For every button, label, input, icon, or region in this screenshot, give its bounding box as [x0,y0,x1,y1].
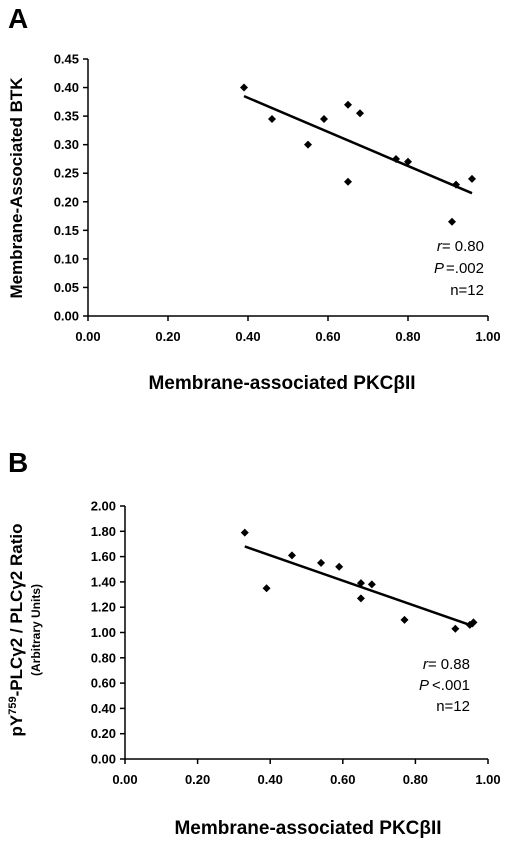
panel-b-r-label: r [423,656,429,673]
x-tick-label: 1.00 [475,329,500,344]
y-tick-label: 0.60 [91,676,116,691]
y-tick-label: 0.10 [54,251,79,266]
x-tick-label: 0.40 [258,772,283,787]
data-point [287,551,296,560]
panel-b-points [240,528,478,633]
panel-a-x-ticks: 0.00 0.20 0.40 0.60 0.80 1.00 [75,316,501,344]
panel-b-r-value: = 0.88 [428,656,470,673]
x-tick-label: 0.20 [155,329,180,344]
x-tick-label: 0.00 [112,772,137,787]
y-tick-label: 1.60 [91,549,116,564]
x-tick-label: 0.80 [395,329,420,344]
y-tick-label: 0.30 [54,137,79,152]
y-tick-label: 0.20 [91,726,116,741]
panel-a-letter: A [8,3,28,34]
x-tick-label: 0.60 [315,329,340,344]
x-tick-label: 0.00 [75,329,100,344]
y-tick-label: 0.45 [54,52,79,67]
x-tick-label: 0.20 [185,772,210,787]
y-tick-label: 1.20 [91,600,116,615]
panel-a-y-ticks: 0.00 0.05 0.10 0.15 0.20 0.25 0.30 0.35 0.40 0.45 [54,52,88,324]
y-tick-label: 0.80 [91,650,116,665]
data-point [317,558,326,567]
panel-b-y-title-sup: 759 [7,696,19,714]
panel-b-p-stat: P <.001 [419,677,470,694]
data-point [367,580,376,589]
y-tick-label: 0.20 [54,194,79,209]
panel-b-y-axis-title: pY759-PLCγ2 / PLCγ2 Ratio [7,524,26,737]
panel-b-y-title-rest: -PLCγ2 / PLCγ2 Ratio [7,524,26,697]
panel-b-axes [124,506,488,760]
trendline [243,94,473,195]
panel-b-x-ticks: 0.00 0.20 0.40 0.60 0.80 1.00 [112,759,501,787]
panel-a-r-stat: r= 0.80 [437,238,484,255]
x-tick-label: 0.40 [235,329,260,344]
data-point [262,584,271,593]
panel-b-y-title-py: pY [7,714,26,736]
panel-a-p-stat: P =.002 [434,260,484,277]
data-point [400,615,409,624]
y-tick-label: 0.35 [54,109,79,124]
panel-b-y-axis-subtitle: (Arbitrary Units) [29,584,43,676]
data-point [356,594,365,603]
data-point [240,83,248,92]
y-tick-label: 0.40 [54,80,79,95]
panel-a-r-label: r [437,238,443,255]
x-tick-label: 0.80 [403,772,428,787]
y-tick-label: 0.15 [54,223,79,238]
data-point [268,114,276,123]
panel-b-p-value: <.001 [432,677,470,694]
data-point [344,100,352,109]
x-tick-label: 1.00 [475,772,500,787]
y-tick-label: 2.00 [91,499,116,514]
y-tick-label: 1.80 [91,524,116,539]
trendline [244,545,474,628]
data-point [320,114,328,123]
y-tick-label: 0.40 [91,701,116,716]
x-tick-label: 0.60 [330,772,355,787]
y-tick-label: 0.05 [54,280,79,295]
panel-a: A 0.000.050.100.150.200.250.300.350.400.… [7,3,501,394]
panel-b-r-stat: r= 0.88 [423,656,470,673]
data-point [468,174,476,183]
data-point [240,528,249,537]
y-tick-label: 0.00 [91,752,116,767]
data-point [335,562,344,571]
panel-a-n-stat: n=12 [450,282,484,299]
y-tick-label: 0.25 [54,166,79,181]
y-tick-label: 1.00 [91,625,116,640]
panel-a-p-value: =.002 [446,260,484,277]
panel-a-axes [87,59,488,317]
panel-b-n-stat: n=12 [436,698,470,715]
y-tick-label: 1.40 [91,574,116,589]
panel-b-y-ticks: 0.00 0.20 0.40 0.60 0.80 1.00 1.20 1.40 1.60 1.80… [91,499,125,767]
panel-b-x-axis-title: Membrane-associated PKCβII [174,818,441,839]
y-tick-label: 0.00 [54,309,79,324]
panel-b-trendline-group [244,545,474,628]
panel-a-x-axis-title: Membrane-associated PKCβII [148,373,415,394]
data-point [344,177,352,186]
panel-a-points [240,83,476,226]
panel-a-y-axis-title: Membrane-Associated BTK [7,77,26,299]
data-point [356,109,364,118]
data-point [448,217,456,226]
panel-a-p-label: P [434,260,444,277]
panel-a-trendline-group [243,94,473,195]
panel-b-letter: B [8,447,28,478]
panel-b-p-label: P [419,677,429,694]
panel-b: B 0.00 0.20 0.40 0.60 0.80 1.00 1.20 1.40 1.60 1.… [7,447,501,839]
data-point [304,140,312,149]
panel-a-r-value: = 0.80 [442,238,484,255]
data-point [451,624,460,633]
